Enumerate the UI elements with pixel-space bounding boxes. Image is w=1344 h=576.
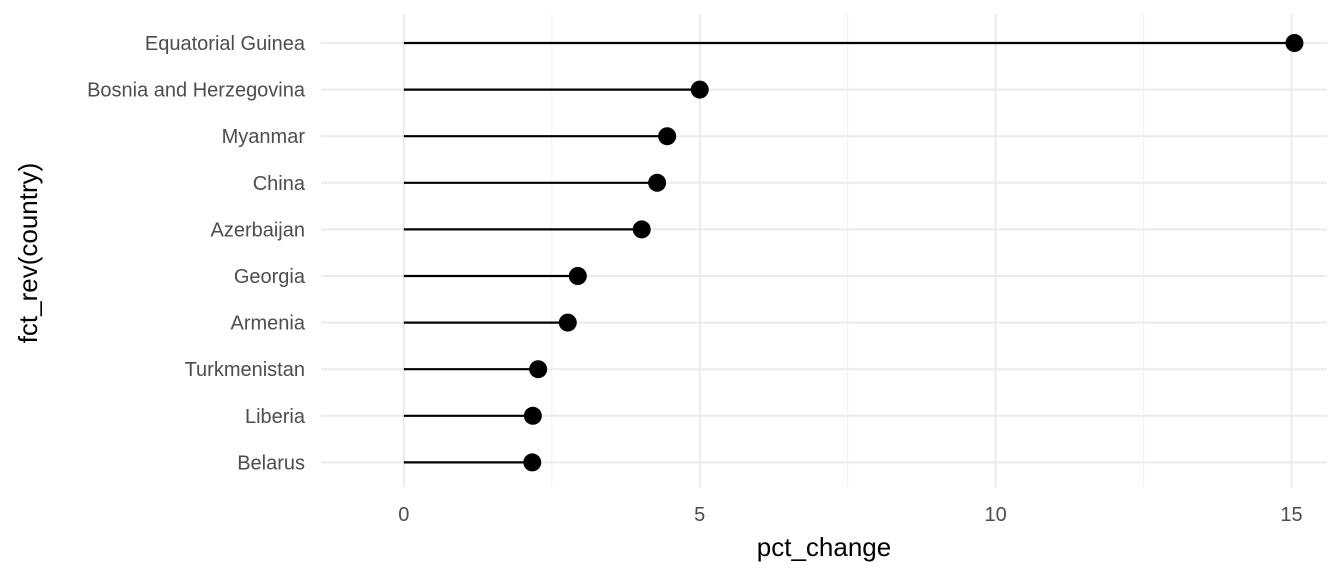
y-tick-label: Georgia — [234, 266, 306, 288]
y-tick-label: Bosnia and Herzegovina — [87, 80, 306, 102]
x-tick-labels: 0 5 10 15 — [398, 504, 1302, 526]
x-tick-label: 10 — [984, 504, 1006, 526]
x-axis-title: pct_change — [757, 532, 891, 562]
lollipop-point — [523, 406, 542, 425]
lollipop-point — [632, 220, 651, 239]
y-tick-label: Belarus — [237, 452, 305, 474]
y-tick-label: Equatorial Guinea — [145, 33, 306, 55]
y-axis-title: fct_rev(country) — [13, 163, 43, 344]
lollipop-marks — [403, 34, 1304, 472]
y-tick-label: Myanmar — [222, 126, 306, 148]
lollipop-point — [568, 267, 587, 285]
y-tick-label: Liberia — [245, 406, 306, 428]
y-tick-label: Armenia — [231, 313, 306, 335]
lollipop-point — [558, 313, 577, 332]
y-tick-label: Turkmenistan — [185, 359, 305, 381]
lollipop-point — [529, 360, 548, 379]
y-tick-labels: Equatorial Guinea Bosnia and Herzegovina M… — [87, 33, 306, 474]
lollipop-point — [1285, 34, 1304, 52]
lollipop-point — [523, 453, 542, 472]
x-tick-label: 15 — [1280, 504, 1302, 526]
lollipop-point — [648, 173, 667, 192]
x-tick-label: 0 — [398, 504, 409, 526]
y-tick-label: China — [253, 173, 306, 195]
y-tick-label: Azerbaijan — [210, 219, 305, 241]
x-tick-label: 5 — [694, 504, 705, 526]
lollipop-point — [658, 127, 677, 146]
lollipop-point — [690, 80, 709, 99]
